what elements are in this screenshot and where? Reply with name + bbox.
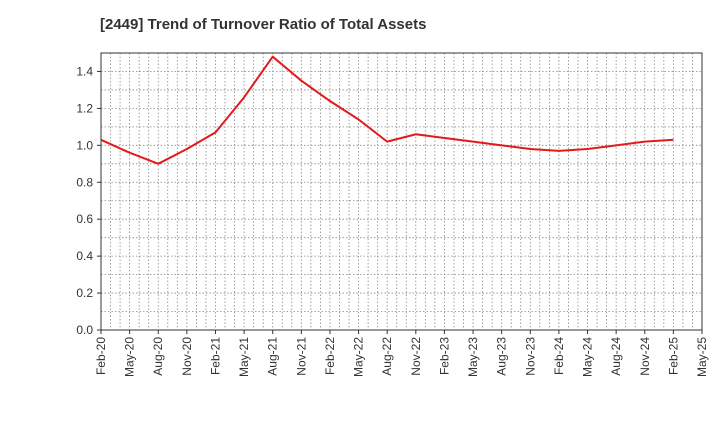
axes [97, 52, 703, 334]
y-tick-label: 1.4 [76, 64, 93, 78]
x-tick-label: Aug-23 [495, 337, 509, 376]
x-tick-label: Aug-24 [609, 337, 623, 376]
x-tick-label: Feb-22 [323, 337, 337, 375]
x-tick-label: Aug-22 [380, 337, 394, 376]
y-tick-label: 1.0 [76, 138, 93, 152]
x-tick-label: May-23 [466, 337, 480, 377]
grid [101, 53, 702, 330]
x-tick-label: Feb-25 [666, 337, 680, 375]
x-tick-label: Nov-24 [638, 337, 652, 376]
x-tick-label: Aug-21 [266, 337, 280, 376]
x-tick-label: Feb-23 [437, 337, 451, 375]
y-tick-label: 0.8 [76, 175, 93, 189]
plot-frame [100, 52, 703, 331]
y-tick-label: 1.2 [76, 101, 93, 115]
x-tick-label: May-25 [695, 337, 709, 377]
chart-title: [2449] Trend of Turnover Ratio of Total … [100, 16, 427, 33]
y-tick-label: 0.6 [76, 212, 93, 226]
series [100, 55, 674, 165]
x-tick-label: Nov-23 [523, 337, 537, 376]
plot-area [101, 53, 702, 330]
x-tick-labels: Feb-20 May-20 Aug-20 Nov-20 Feb-21 May-21 Aug-… [94, 337, 709, 377]
x-tick-label: May-22 [352, 337, 366, 377]
y-tick-label: 0.0 [76, 323, 93, 337]
x-tick-label: Aug-20 [151, 337, 165, 376]
y-tick-label: 0.4 [76, 249, 93, 263]
x-tick-label: Feb-21 [208, 337, 222, 375]
x-tick-label: Nov-21 [294, 337, 308, 376]
x-tick-label: May-20 [123, 337, 137, 377]
x-tick-label: Feb-24 [552, 337, 566, 375]
x-tick-label: Nov-22 [409, 337, 423, 376]
x-tick-label: Feb-20 [94, 337, 108, 375]
y-tick-label: 0.2 [76, 286, 93, 300]
y-tick-labels: 0.0 0.2 0.4 0.6 0.8 1.0 1.2 1.4 [76, 64, 93, 337]
x-tick-label: Nov-20 [180, 337, 194, 376]
x-tick-label: May-21 [237, 337, 251, 377]
x-tick-label: May-24 [581, 337, 595, 377]
